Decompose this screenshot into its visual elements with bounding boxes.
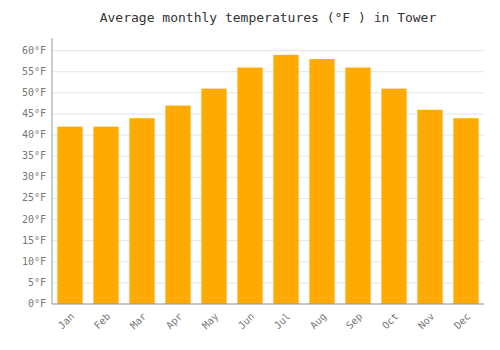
x-tick-label: Apr (164, 311, 185, 332)
y-tick-label: 0°F (28, 298, 46, 309)
y-tick-labels: 0°F 5°F 10°F 15°F 20°F 25°F 30°F 35°F 40°F 45°F 50… (22, 45, 46, 309)
x-axis-line (52, 304, 484, 305)
y-tick-label: 50°F (22, 87, 46, 98)
x-tick-label: Jun (236, 311, 257, 332)
grid-line (52, 92, 484, 93)
x-tick-label: May (200, 311, 221, 332)
y-tick-label: 30°F (22, 171, 46, 182)
bar (93, 127, 118, 304)
x-tick-label: Feb (92, 311, 113, 332)
bar (381, 89, 406, 304)
y-tick-label: 40°F (22, 129, 46, 140)
y-tick-label: 45°F (22, 108, 46, 119)
bar (201, 89, 226, 304)
chart-title: Average monthly temperatures (°F ) in To… (100, 10, 437, 25)
x-tick-label: Mar (128, 311, 149, 332)
bar (345, 68, 370, 304)
background (0, 0, 500, 350)
bar (417, 110, 442, 304)
x-tick-label: Jan (56, 311, 77, 332)
y-tick-label: 5°F (28, 277, 46, 288)
grid-line (52, 50, 484, 51)
x-tick-label: Oct (380, 311, 401, 332)
x-tick-label: Dec (452, 311, 473, 332)
y-tick-label: 20°F (22, 214, 46, 225)
grid-line (52, 304, 484, 305)
grid-line (52, 71, 484, 72)
x-tick-label: Aug (308, 311, 329, 332)
x-tick-labels: Jan Feb Mar Apr May Jun Jul Aug Sep Oct Nov Dec (56, 311, 473, 332)
bar (237, 68, 262, 304)
chart-root: Average monthly temperatures (°F ) in To… (0, 0, 500, 350)
bar (309, 59, 334, 304)
y-tick-label: 15°F (22, 235, 46, 246)
bar (273, 55, 298, 304)
bar (57, 127, 82, 304)
y-tick-label: 60°F (22, 45, 46, 56)
y-tick-label: 10°F (22, 256, 46, 267)
x-tick-label: Nov (416, 311, 437, 332)
y-grid (52, 51, 484, 304)
x-tick-label: Jul (272, 311, 293, 332)
x-tick-label: Sep (344, 311, 365, 332)
bar (453, 118, 478, 304)
y-axis-line (52, 38, 53, 304)
bars (57, 55, 478, 304)
y-tick-label: 55°F (22, 66, 46, 77)
bar (129, 118, 154, 304)
bar (165, 106, 190, 304)
y-tick-label: 25°F (22, 192, 46, 203)
chart-svg: Average monthly temperatures (°F ) in To… (0, 0, 500, 350)
y-tick-label: 35°F (22, 150, 46, 161)
